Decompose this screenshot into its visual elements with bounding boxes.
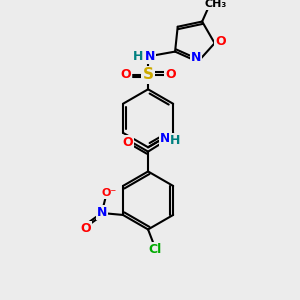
Text: N: N [145,50,155,63]
Text: O: O [121,68,131,81]
Text: N: N [191,51,201,64]
Text: O: O [215,35,226,48]
Text: O⁻: O⁻ [102,188,117,198]
Text: O: O [123,136,134,149]
Text: N: N [160,132,171,145]
Text: O: O [165,68,175,81]
Text: Cl: Cl [148,243,161,256]
Text: S: S [142,67,154,82]
Text: H: H [133,50,144,63]
Text: H: H [170,134,180,146]
Text: CH₃: CH₃ [205,0,227,9]
Text: N: N [97,206,107,218]
Text: O: O [80,222,91,235]
